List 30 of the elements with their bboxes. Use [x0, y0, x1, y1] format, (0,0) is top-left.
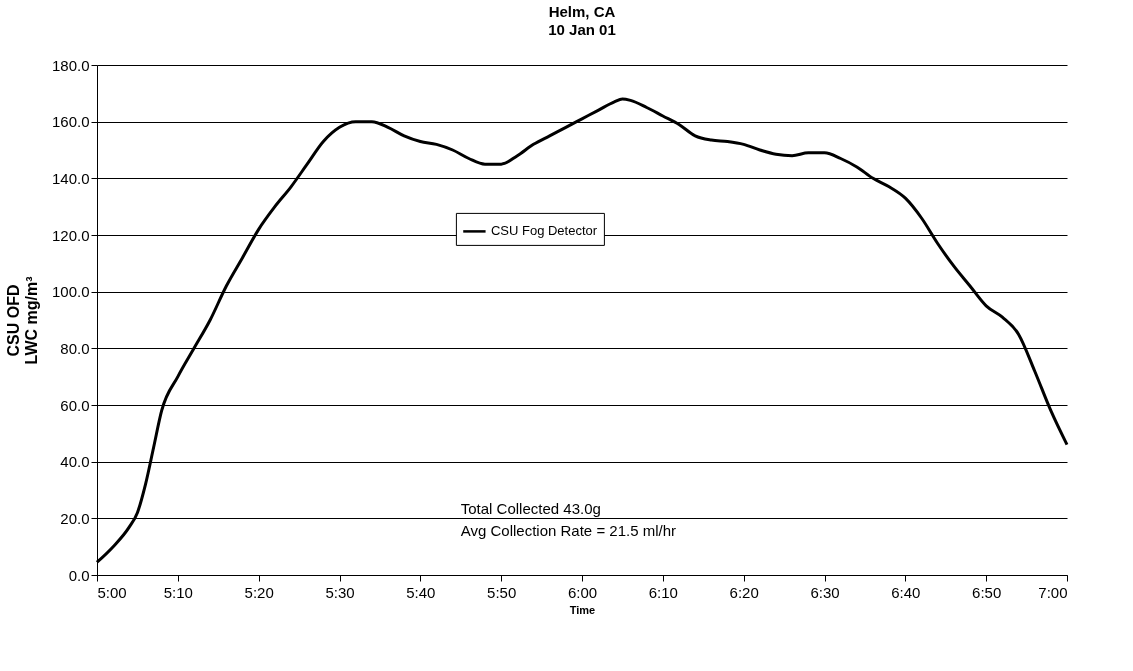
x-tick-label: 6:30 — [810, 583, 840, 601]
x-axis-title: Time — [569, 603, 596, 616]
x-tick-label: 5:40 — [406, 583, 436, 601]
x-tick-label: 5:30 — [325, 583, 355, 601]
x-tick-label: 6:50 — [972, 583, 1002, 601]
y-tick-label: 180.0 — [51, 56, 90, 74]
x-tick-label: 5:50 — [487, 583, 517, 601]
legend-label: CSU Fog Detector — [490, 223, 598, 239]
x-tick-label: 5:20 — [244, 583, 274, 601]
y-tick-label: 140.0 — [51, 169, 90, 187]
annotation: Avg Collection Rate = 21.5 ml/hr — [460, 521, 677, 539]
y-tick-label: 80.0 — [60, 339, 90, 357]
y-tick-label: 120.0 — [51, 226, 90, 244]
x-tick-label: 6:40 — [891, 583, 921, 601]
y-tick-label: 100.0 — [51, 283, 90, 301]
x-tick-label: 6:00 — [567, 583, 598, 601]
annotation: Total Collected 43.0g — [460, 499, 601, 517]
y-tick-label: 20.0 — [60, 509, 90, 527]
chart-title: Helm, CA — [548, 3, 616, 20]
y-tick-label: 40.0 — [60, 453, 90, 471]
x-tick-label: 7:00 — [1038, 583, 1068, 601]
x-tick-label: 5:00 — [97, 583, 127, 601]
x-tick-label: 6:20 — [729, 583, 759, 601]
x-tick-label: 6:10 — [648, 583, 678, 601]
y-tick-label: 0.0 — [68, 566, 90, 584]
chart-subtitle: 10 Jan 01 — [548, 21, 616, 38]
x-tick-label: 5:10 — [163, 583, 193, 601]
y-tick-label: 160.0 — [51, 113, 90, 131]
y-axis-title: CSU OFD LWC mg/m³ — [4, 276, 40, 365]
y-tick-label: 60.0 — [60, 396, 90, 414]
